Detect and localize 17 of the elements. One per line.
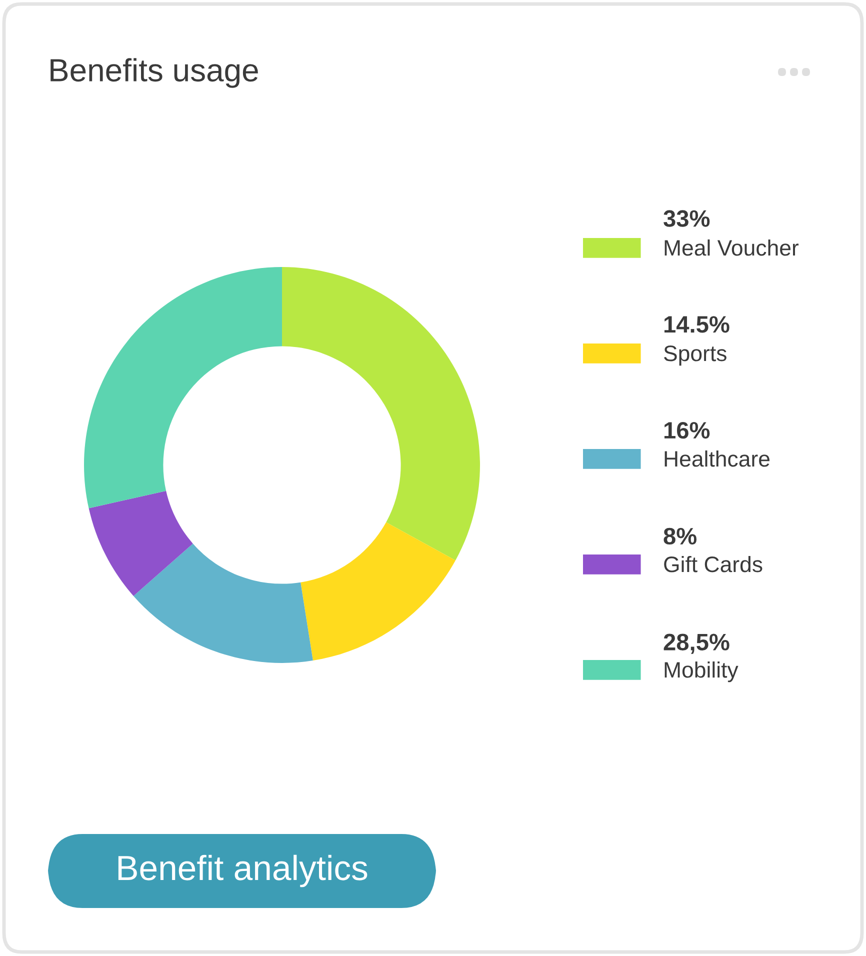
legend-label: Mobility	[664, 661, 738, 682]
chart-title: Benefits usage	[50, 58, 258, 88]
donut-slice	[300, 522, 456, 661]
donut-slice	[282, 267, 480, 560]
data-label: 14.5%	[664, 316, 730, 333]
legend-label: Gift Cards	[664, 556, 762, 572]
legend-label: Healthcare	[664, 450, 770, 467]
text: Benefit analytics	[118, 854, 368, 888]
donut-slice	[133, 544, 313, 663]
donut-slice	[88, 490, 193, 596]
legend-label: Meal Voucher	[664, 239, 799, 256]
legend-label: Sports	[664, 346, 726, 366]
donut-slice	[84, 267, 282, 508]
data-label: 33%	[664, 210, 710, 227]
data-label: 28,5%	[664, 634, 730, 654]
data-label: 8%	[664, 528, 697, 545]
data-label: 16%	[664, 422, 710, 439]
